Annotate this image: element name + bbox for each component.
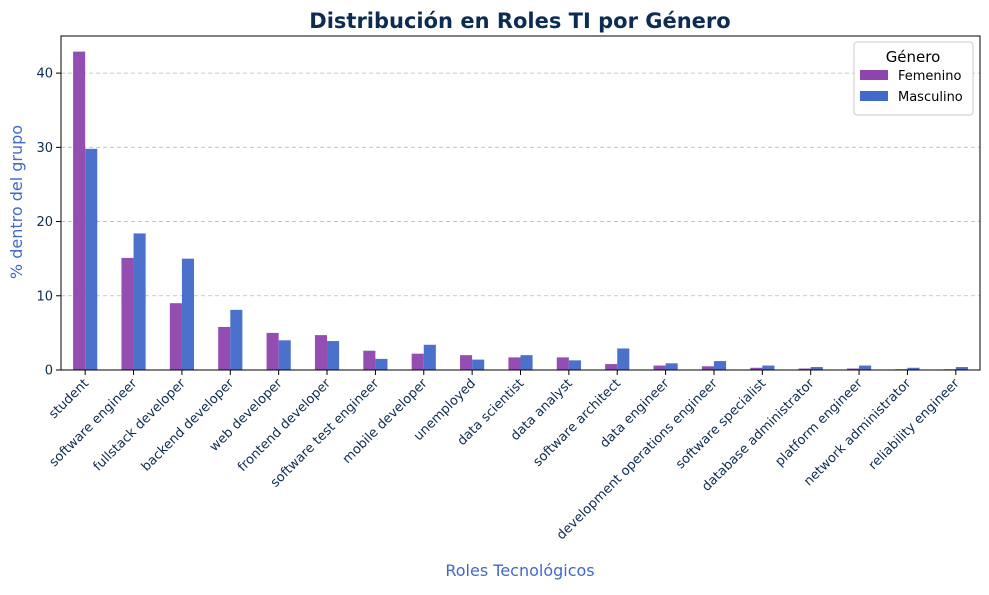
bar-femenino-5	[314, 335, 328, 370]
y-tick-label: 40	[36, 67, 53, 82]
y-tick-label: 20	[36, 215, 53, 230]
chart-title: Distribución en Roles TI por Género	[309, 9, 730, 33]
bar-masculino-7	[423, 344, 436, 370]
legend-swatch-femenino	[860, 70, 888, 80]
bar-masculino-4	[278, 340, 291, 370]
bar-femenino-14	[750, 367, 763, 370]
bar-masculino-9	[520, 355, 533, 370]
bar-femenino-15	[798, 368, 811, 370]
x-tick-label: mobile developer	[340, 376, 431, 467]
bar-masculino-14	[762, 365, 775, 370]
x-tick-label: software specialist	[673, 376, 769, 472]
bar-masculino-0	[85, 148, 98, 370]
x-axis-label: Roles Tecnológicos	[445, 561, 594, 580]
x-tick-label: platform engineer	[773, 376, 867, 470]
x-tick-label: software engineer	[47, 376, 141, 470]
plot-frame	[60, 35, 981, 371]
bar-masculino-11	[617, 348, 630, 370]
x-tick-label: software architect	[530, 376, 624, 470]
bar-masculino-5	[327, 341, 340, 370]
bar-masculino-1	[133, 233, 146, 370]
bar-femenino-1	[121, 257, 134, 370]
bar-femenino-0	[73, 51, 86, 370]
bar-masculino-18	[955, 367, 968, 370]
bar-femenino-6	[363, 350, 376, 370]
legend-label-masculino: Masculino	[898, 90, 963, 105]
bar-masculino-17	[907, 367, 920, 370]
legend-title: Género	[886, 48, 941, 66]
bar-masculino-13	[713, 361, 727, 370]
y-tick-label: 10	[36, 289, 53, 304]
x-tick-label: student	[46, 376, 92, 422]
bar-femenino-16	[846, 368, 860, 370]
legend-swatch-masculino	[860, 91, 888, 101]
bar-masculino-15	[810, 367, 823, 370]
bar-masculino-6	[375, 358, 388, 370]
bar-femenino-11	[605, 364, 618, 370]
bar-femenino-2	[169, 303, 182, 370]
bar-masculino-12	[665, 363, 678, 370]
x-tick-label: fullstack developer	[91, 376, 190, 475]
bar-masculino-3	[230, 309, 243, 370]
bar-femenino-7	[411, 353, 424, 370]
bar-femenino-4	[266, 332, 279, 370]
bars	[73, 51, 968, 370]
bar-femenino-10	[556, 357, 569, 370]
y-tick-label: 0	[45, 364, 53, 379]
x-tick-label: backend developer	[139, 376, 238, 475]
bar-femenino-8	[460, 355, 473, 370]
x-tick-label: frontend developer	[235, 376, 334, 475]
bar-masculino-8	[472, 359, 485, 370]
legend-label-femenino: Femenino	[898, 69, 962, 84]
legend-items: Femenino Masculino	[860, 69, 963, 105]
bar-femenino-13	[701, 366, 714, 370]
bar-masculino-10	[568, 360, 581, 370]
bar-masculino-2	[181, 258, 195, 370]
bar-femenino-3	[218, 326, 231, 370]
gridlines	[61, 72, 980, 297]
y-tick-label: 30	[36, 141, 53, 156]
bar-femenino-9	[508, 357, 521, 370]
legend: Género Femenino Masculino	[853, 41, 974, 116]
bar-femenino-12	[653, 365, 666, 370]
x-tick-label: reliability engineer	[866, 376, 963, 473]
bar-masculino-16	[859, 365, 872, 370]
y-axis-label: % dentro del grupo	[7, 125, 26, 279]
